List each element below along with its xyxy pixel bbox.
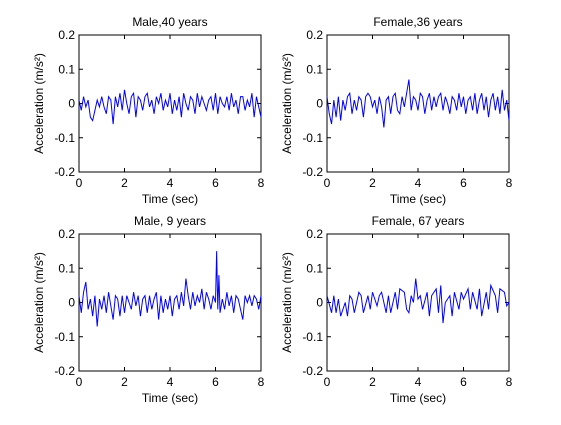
plot-area	[326, 233, 510, 372]
y-tick-label: -0.1	[54, 330, 75, 344]
x-tick-label: 6	[460, 176, 467, 190]
chart-panel: 0 2 4 6 8 -0.2 -0.1 0 0.1 0.2 Female, 67 years Time…	[280, 214, 513, 405]
x-tick-label: 0	[76, 176, 83, 190]
y-tick-label: 0.1	[58, 62, 75, 76]
y-tick-label: -0.2	[302, 165, 323, 179]
chart-title: Male, 9 years	[134, 214, 206, 228]
plot-area	[78, 233, 262, 372]
chart-title: Male,40 years	[132, 15, 207, 29]
x-tick-label: 0	[76, 375, 83, 389]
x-tick-label: 8	[258, 176, 265, 190]
y-axis-label: Acceleration (m/s²)	[32, 53, 46, 154]
y-tick-label: -0.2	[302, 364, 323, 378]
x-tick-label: 4	[167, 375, 174, 389]
x-axis-label: Time (sec)	[390, 192, 446, 206]
y-tick-label: -0.1	[54, 131, 75, 145]
y-axis-label: Acceleration (m/s²)	[280, 53, 294, 154]
chart-panel: 0 2 4 6 8 -0.2 -0.1 0 0.1 0.2 Male, 9 years Time (s…	[32, 214, 265, 405]
x-tick-label: 6	[212, 375, 219, 389]
x-axis-label: Time (sec)	[142, 192, 198, 206]
y-tick-label: -0.2	[54, 165, 75, 179]
chart-panel: 0 2 4 6 8 -0.2 -0.1 0 0.1 0.2 Male,40 years Time (s…	[32, 15, 265, 206]
x-tick-label: 0	[324, 176, 331, 190]
x-tick-label: 2	[369, 176, 376, 190]
y-tick-label: 0	[68, 296, 75, 310]
x-tick-label: 4	[167, 176, 174, 190]
x-tick-label: 8	[258, 375, 265, 389]
x-tick-label: 4	[415, 176, 422, 190]
x-axis-label: Time (sec)	[142, 391, 198, 405]
y-tick-label: 0	[68, 97, 75, 111]
x-tick-label: 6	[212, 176, 219, 190]
chart-title: Female,36 years	[373, 15, 462, 29]
x-tick-label: 8	[506, 375, 513, 389]
x-tick-label: 8	[506, 176, 513, 190]
x-axis-label: Time (sec)	[390, 391, 446, 405]
y-tick-label: -0.1	[302, 131, 323, 145]
y-tick-label: 0.2	[306, 28, 323, 42]
y-tick-label: 0.2	[58, 28, 75, 42]
y-tick-label: -0.1	[302, 330, 323, 344]
series-line	[326, 79, 510, 128]
y-tick-label: -0.2	[54, 364, 75, 378]
y-axis-label: Acceleration (m/s²)	[280, 252, 294, 353]
y-tick-label: 0	[316, 296, 323, 310]
y-tick-label: 0.1	[306, 62, 323, 76]
series-line	[326, 278, 510, 324]
x-tick-label: 6	[460, 375, 467, 389]
x-tick-label: 2	[121, 176, 128, 190]
chart-panel: 0 2 4 6 8 -0.2 -0.1 0 0.1 0.2 Female,36 years Time …	[280, 15, 513, 206]
chart-title: Female, 67 years	[372, 214, 465, 228]
x-tick-label: 0	[324, 375, 331, 389]
x-tick-label: 2	[369, 375, 376, 389]
plot-area	[326, 34, 510, 173]
x-tick-label: 2	[121, 375, 128, 389]
plot-area	[78, 34, 262, 173]
series-line	[78, 89, 262, 125]
y-tick-label: 0.2	[306, 227, 323, 241]
x-tick-label: 4	[415, 375, 422, 389]
y-tick-label: 0.2	[58, 227, 75, 241]
y-tick-label: 0	[316, 97, 323, 111]
y-tick-label: 0.1	[306, 261, 323, 275]
series-line	[78, 251, 262, 327]
y-axis-label: Acceleration (m/s²)	[32, 252, 46, 353]
y-tick-label: 0.1	[58, 261, 75, 275]
